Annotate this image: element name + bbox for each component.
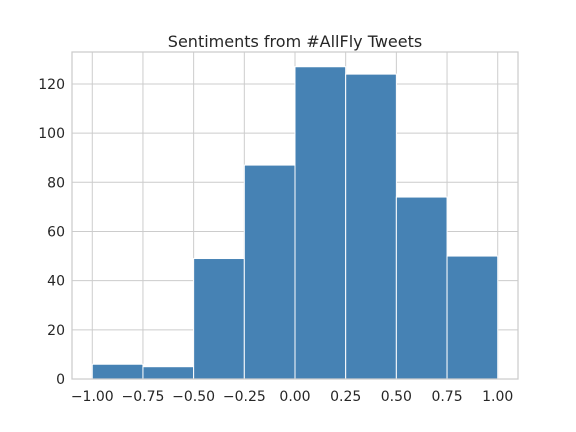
histogram-bar-2 (193, 258, 245, 380)
y-tick-label: 120 (38, 77, 65, 93)
y-tick-label: 100 (38, 126, 65, 142)
y-tick-label: 0 (56, 372, 65, 388)
tick-labels-layer: −1.00 −0.75 −0.50 −0.25 0.00 0.25 0.50 0.75 1.00… (38, 77, 513, 405)
histogram-bar-0 (91, 363, 144, 380)
histogram-bar-7 (446, 255, 499, 380)
x-tick-label: −1.00 (71, 389, 114, 405)
x-tick-label: 0.50 (381, 389, 412, 405)
plot-frame (71, 51, 519, 380)
x-tick-label: −0.75 (122, 389, 165, 405)
chart-title: Sentiments from #AllFly Tweets (168, 32, 422, 51)
y-tick-label: 40 (47, 274, 65, 290)
x-tick-label: 1.00 (482, 389, 513, 405)
histogram-bar-6 (395, 196, 448, 380)
y-tick-label: 60 (47, 224, 65, 240)
x-tick-label: −0.25 (223, 389, 266, 405)
x-tick-label: 0.75 (431, 389, 462, 405)
x-tick-label: 0.00 (279, 389, 310, 405)
x-tick-label: −0.50 (172, 389, 215, 405)
y-tick-label: 80 (47, 175, 65, 191)
histogram-bar-1 (142, 366, 195, 380)
histogram-bar-3 (243, 164, 296, 380)
bars-layer (91, 66, 499, 380)
y-tick-label: 20 (47, 323, 65, 339)
histogram-bar-5 (345, 73, 397, 380)
x-tick-label: 0.25 (330, 389, 361, 405)
histogram-bar-4 (294, 66, 347, 380)
